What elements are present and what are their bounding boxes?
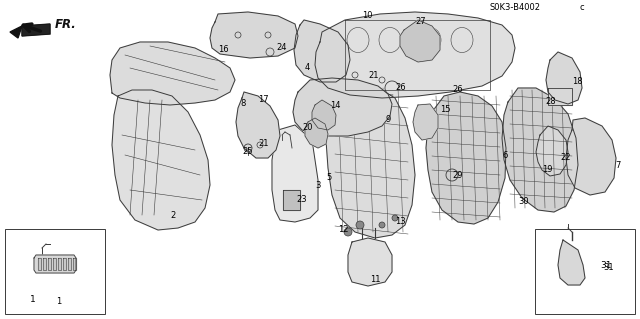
- Text: 21: 21: [258, 138, 269, 147]
- Text: 4: 4: [305, 63, 310, 72]
- Text: 5: 5: [326, 174, 332, 182]
- Text: c: c: [580, 4, 584, 12]
- Text: 2: 2: [170, 211, 175, 219]
- Text: 7: 7: [615, 160, 620, 169]
- Polygon shape: [34, 255, 76, 273]
- Polygon shape: [312, 100, 336, 130]
- Circle shape: [356, 221, 364, 229]
- Polygon shape: [10, 26, 22, 38]
- Text: 25: 25: [242, 147, 253, 157]
- Polygon shape: [305, 118, 328, 148]
- Text: 8: 8: [240, 99, 245, 108]
- Text: 3: 3: [315, 181, 321, 189]
- Text: 1: 1: [56, 298, 61, 307]
- Text: 31: 31: [603, 263, 614, 272]
- Polygon shape: [210, 12, 298, 58]
- Polygon shape: [43, 258, 46, 270]
- Polygon shape: [236, 92, 280, 158]
- Circle shape: [379, 222, 385, 228]
- Text: 14: 14: [330, 100, 340, 109]
- Text: 18: 18: [572, 78, 582, 86]
- Text: 28: 28: [545, 98, 556, 107]
- Polygon shape: [22, 24, 50, 36]
- Text: 24: 24: [276, 43, 287, 53]
- Polygon shape: [110, 42, 235, 105]
- Polygon shape: [283, 190, 300, 210]
- Text: 19: 19: [542, 166, 552, 174]
- Polygon shape: [400, 20, 440, 62]
- Polygon shape: [558, 240, 585, 285]
- Text: S0K3-B4002: S0K3-B4002: [490, 4, 541, 12]
- Text: 10: 10: [362, 11, 372, 19]
- Polygon shape: [38, 258, 41, 270]
- Text: 27: 27: [415, 18, 426, 26]
- Polygon shape: [112, 90, 210, 230]
- Text: 13: 13: [395, 218, 406, 226]
- Text: 15: 15: [440, 106, 451, 115]
- Bar: [5, 229, 105, 314]
- Text: 16: 16: [218, 46, 228, 55]
- Polygon shape: [68, 258, 71, 270]
- Text: 30: 30: [518, 197, 529, 206]
- Text: 21: 21: [368, 71, 378, 80]
- Polygon shape: [272, 125, 318, 222]
- Polygon shape: [348, 238, 392, 286]
- Text: 31: 31: [600, 261, 611, 270]
- Circle shape: [392, 215, 398, 221]
- Polygon shape: [63, 258, 66, 270]
- Polygon shape: [73, 258, 76, 270]
- Circle shape: [344, 228, 352, 236]
- Text: FR.: FR.: [55, 19, 77, 32]
- Text: 20: 20: [302, 123, 312, 132]
- Text: 9: 9: [385, 115, 390, 124]
- Polygon shape: [536, 126, 568, 176]
- Polygon shape: [502, 88, 578, 212]
- Polygon shape: [326, 84, 415, 238]
- Text: 1: 1: [30, 295, 36, 305]
- Text: 22: 22: [560, 153, 570, 162]
- Polygon shape: [53, 258, 56, 270]
- Text: 26: 26: [452, 85, 463, 94]
- Text: 12: 12: [338, 226, 349, 234]
- Bar: [535, 229, 635, 314]
- Polygon shape: [548, 88, 572, 105]
- Text: 26: 26: [395, 84, 406, 93]
- Polygon shape: [48, 258, 51, 270]
- Polygon shape: [294, 20, 350, 82]
- Text: 6: 6: [502, 151, 508, 160]
- Polygon shape: [315, 12, 515, 98]
- Polygon shape: [58, 258, 61, 270]
- Polygon shape: [426, 92, 506, 224]
- Polygon shape: [566, 118, 616, 195]
- Polygon shape: [293, 78, 392, 136]
- Text: 17: 17: [258, 95, 269, 105]
- Polygon shape: [413, 104, 438, 140]
- Text: 29: 29: [452, 170, 463, 180]
- Text: 11: 11: [370, 276, 381, 285]
- Polygon shape: [546, 52, 582, 104]
- Text: 23: 23: [296, 196, 307, 204]
